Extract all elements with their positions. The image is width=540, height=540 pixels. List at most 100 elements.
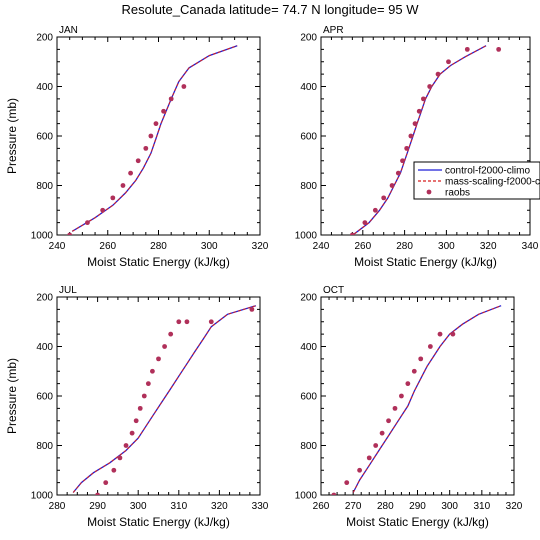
x-tick-label: 260 [354,241,371,252]
raobs-point [427,344,433,349]
raobs-point [427,84,433,89]
raobs-point [120,183,126,188]
raobs-point [100,207,106,213]
raobs-point [366,455,372,461]
plot-frame [56,36,261,236]
raobs-point [128,170,133,176]
y-tick-label: 1000 [31,491,54,502]
raobs-point [331,492,337,495]
x-tick-label: 260 [313,501,330,512]
x-axis-title: Moist Static Energy (kJ/kg) [87,515,230,529]
y-tick-label: 800 [36,181,53,192]
plot-area [67,45,238,235]
raobs-point [412,121,418,127]
raobs-point [176,319,182,325]
y-tick-label: 600 [36,132,53,143]
raobs-point [437,331,443,337]
x-tick-label: 300 [201,241,218,252]
raobs-point [161,108,166,114]
plot-frame [56,296,261,496]
panel-oct: OCT 260 270 280 290 300 310 320 200 400 600 800 1000… [295,285,523,529]
y-tick-label: 1000 [295,231,318,242]
raobs-point [386,418,391,424]
raobs-point [67,232,73,235]
x-tick-label: 280 [377,501,394,512]
raobs-point [168,96,174,102]
raobs-point [133,418,139,424]
raobs-point [446,59,451,65]
x-tick-label: 270 [345,501,362,512]
raobs-point [249,306,255,312]
plot-area [349,45,502,235]
y-tick-label: 400 [300,82,317,93]
raobs-point [344,480,350,486]
raobs-point [464,46,470,52]
x-tick-label: 240 [313,241,330,252]
y-tick-label: 600 [300,392,317,403]
control-line [354,45,487,235]
raobs-point [181,84,187,89]
raobs-point [405,381,411,387]
y-axis-title: Pressure (mb) [5,358,19,434]
raobs-point [373,443,379,448]
y-tick-label: 600 [36,392,53,403]
raobs-point [408,133,414,139]
panels: JAN 240 260 280 300 320 200 400 600 800 1000 Moist … [5,25,539,529]
raobs-point [411,368,417,374]
y-tick-label: 600 [300,132,317,143]
raobs-point [103,480,109,486]
plot-area [331,305,502,495]
y-tick-label: 1000 [295,491,318,502]
panel-label: JAN [59,25,78,36]
panel-jul: JUL 280 290 300 310 320 330 200 400 600 800 1000 Moi… [5,285,269,529]
raobs-point [156,356,161,362]
raobs-point [372,207,378,213]
legend-marker [426,189,432,195]
mass-scaling-line [352,305,502,493]
y-tick-label: 800 [36,441,53,452]
y-tick-label: 1000 [31,231,54,242]
raobs-point [110,195,116,201]
y-tick-label: 200 [300,293,317,304]
legend: control-f2000-climomass-scaling-f2000-cr… [413,161,540,200]
raobs-point [85,220,90,226]
x-tick-label: 320 [480,241,497,252]
y-tick-label: 200 [36,293,53,304]
raobs-point [416,108,422,114]
raobs-point [421,96,426,102]
raobs-point [400,158,405,164]
raobs-point [145,381,151,387]
x-tick-label: 280 [396,241,413,252]
mass-scaling-line [72,305,257,493]
x-axis-title: Moist Static Energy (kJ/kg) [346,515,489,529]
x-axis-title: Moist Static Energy (kJ/kg) [354,255,497,269]
x-tick-label: 280 [150,241,167,252]
legend-label: raobs [445,188,470,199]
plot-frame [320,36,531,236]
raobs-point [137,405,143,411]
raobs-point [208,319,214,325]
raobs-point [362,220,368,226]
x-tick-label: 280 [49,501,66,512]
y-axis-title: Pressure (mb) [5,98,19,174]
legend-label: control-f2000-climo [445,166,530,177]
raobs-point [153,121,159,127]
x-tick-label: 320 [506,501,523,512]
x-tick-label: 240 [49,241,66,252]
raobs-point [168,331,174,337]
raobs-point [357,467,362,473]
raobs-point [117,455,123,461]
legend-label: mass-scaling-f2000-c [445,177,540,188]
raobs-point [392,405,398,411]
x-tick-label: 290 [89,501,106,512]
panel-label: APR [323,25,344,36]
x-tick-label: 310 [170,501,187,512]
x-tick-label: 300 [130,501,147,512]
raobs-point [379,430,385,436]
y-tick-label: 400 [300,342,317,353]
mass-scaling-line [71,45,238,232]
raobs-point [395,170,401,176]
panel-label: JUL [59,285,77,296]
raobs-point [162,344,167,349]
